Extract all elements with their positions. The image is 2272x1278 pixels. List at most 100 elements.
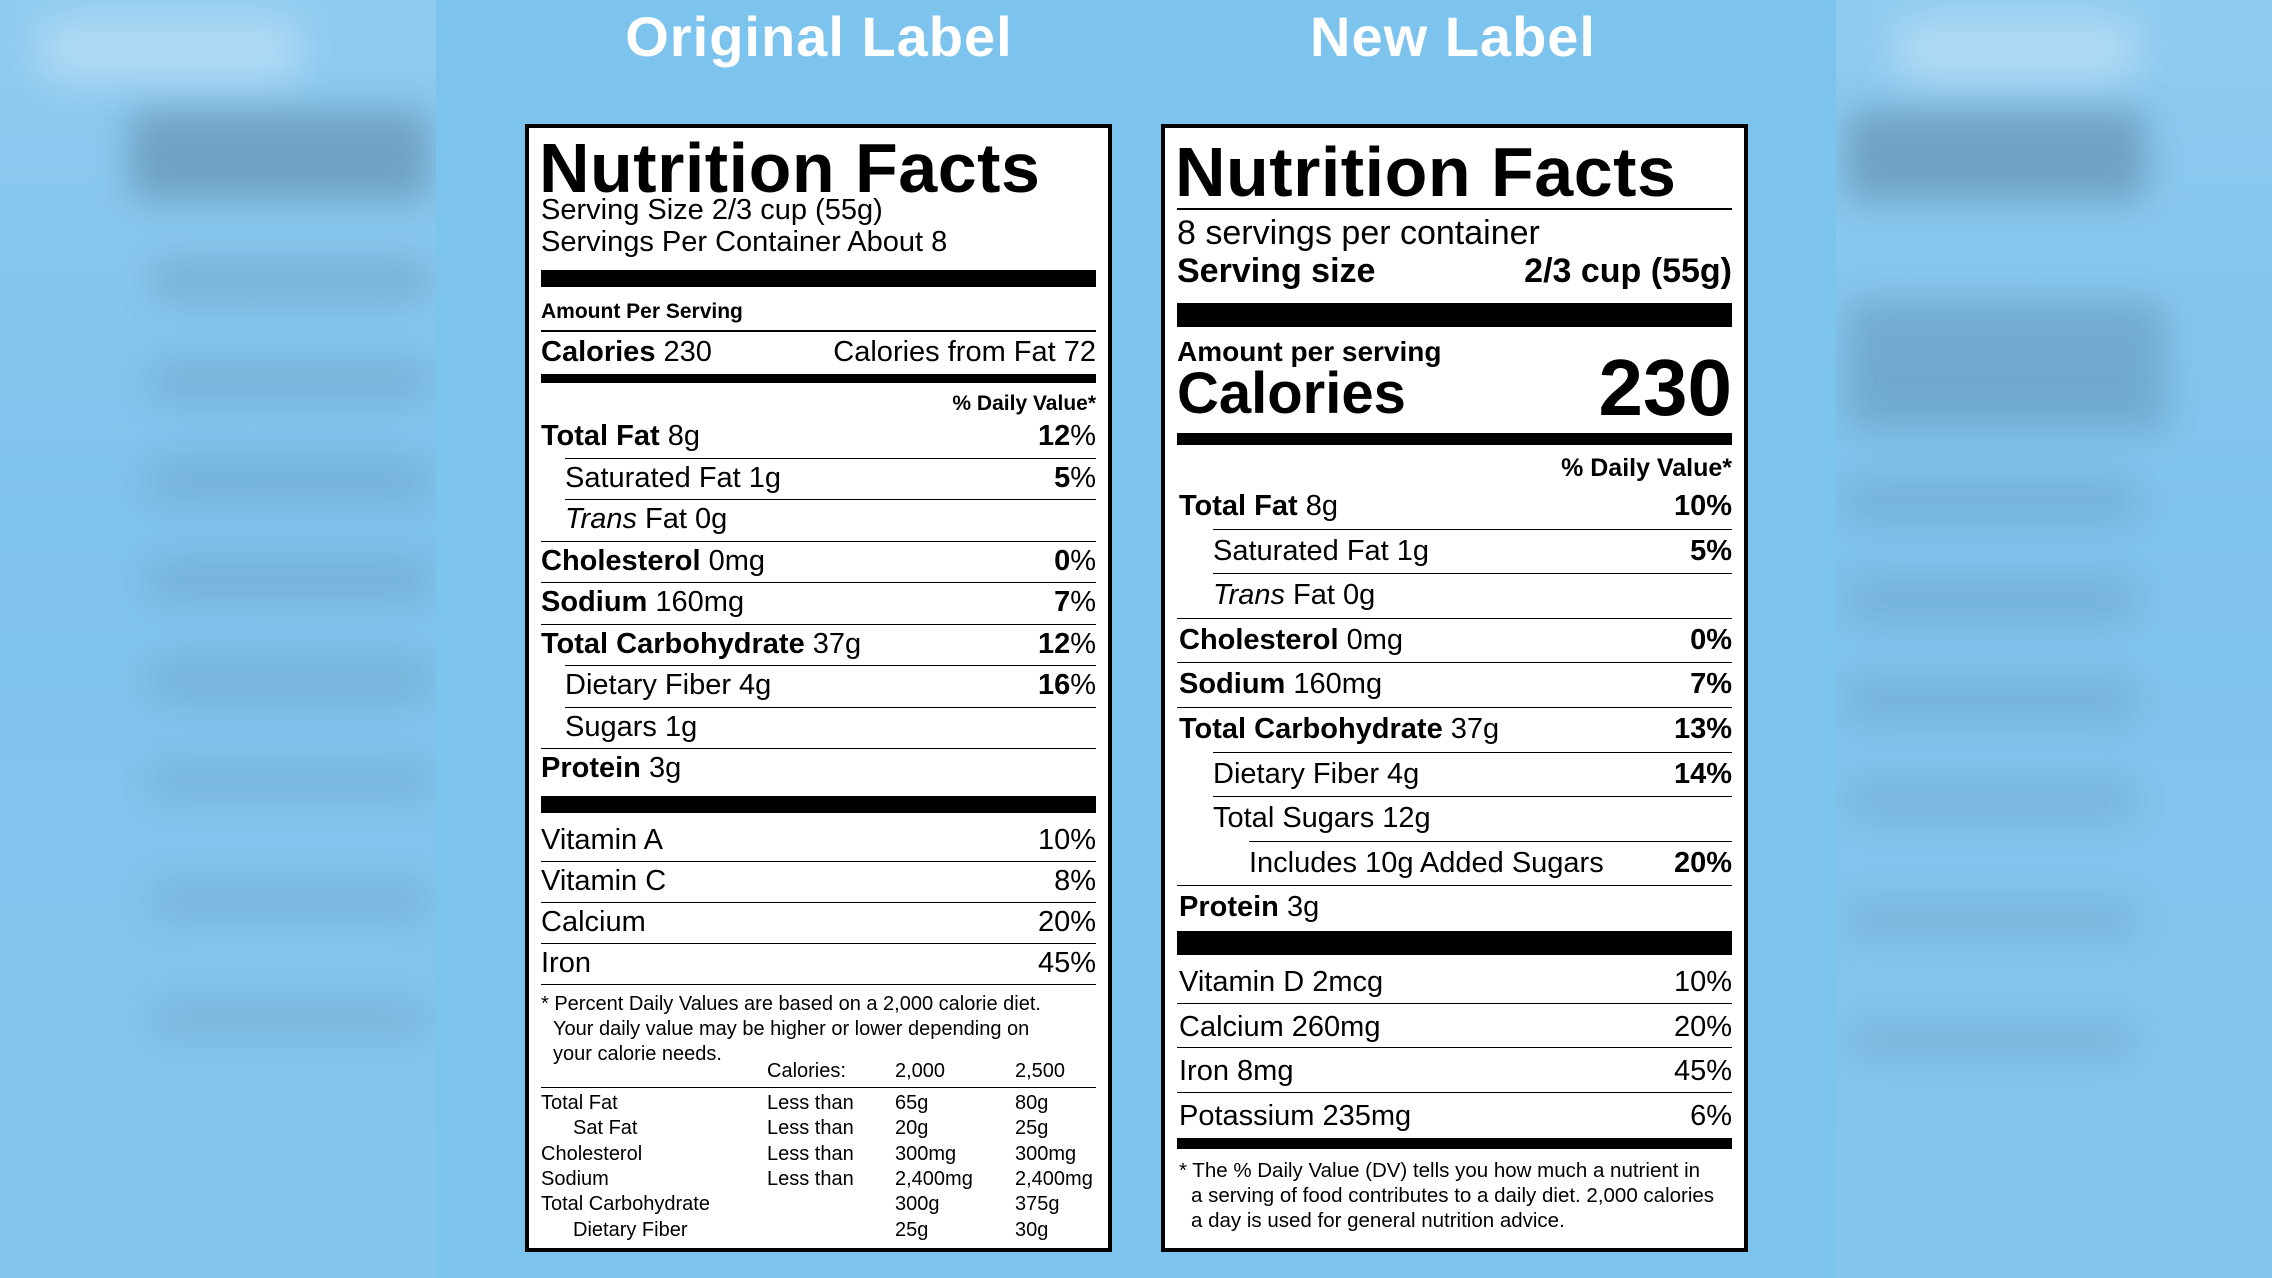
original-calories-from-fat: Calories from Fat 72 [833, 336, 1096, 368]
new-row-rule [1213, 573, 1732, 575]
new-nutrient-amount: 8g [1305, 490, 1339, 522]
original-row-rule [541, 623, 1096, 625]
new-nutrient-name: Cholesterol 0mg [1179, 624, 1403, 657]
new-calories-label: Calories [1177, 361, 1406, 426]
new-vitamin-name: Calcium 260mg [1179, 1010, 1381, 1043]
new-nutrient-label: Trans [1213, 579, 1285, 612]
original-nutrient-row: Sodium 160mg 7% [541, 584, 1096, 626]
new-nutrient-label: Total Sugars 12g [1213, 802, 1431, 835]
original-nutrient-row: Total Fat 8g 12% [541, 418, 1096, 460]
original-nutrient-row: Trans Fat 0g [541, 501, 1096, 543]
original-row-rule [565, 457, 1096, 459]
original-daily-values-table: Calories: 2,000 2,500 Total Fat Less than 65g… [541, 1060, 1104, 1250]
new-nutrient-dv: 14% [1673, 757, 1732, 790]
original-nutrient-row: Protein 3g [541, 750, 1096, 792]
original-nutrient-dv: 12% [1038, 420, 1096, 453]
original-vitamin-name: Vitamin A [541, 824, 663, 856]
original-table-cell: Sodium [541, 1167, 609, 1190]
new-nutrient-amount: 0mg [1346, 623, 1404, 656]
original-nutrient-label: Dietary Fiber 4g [565, 669, 772, 701]
new-nutrient-label: Cholesterol [1179, 623, 1339, 656]
original-vitamin-dv: 20% [1037, 906, 1096, 938]
original-table-cell: 2,400mg [895, 1167, 973, 1190]
new-vitamin-name: Iron 8mg [1179, 1055, 1294, 1087]
new-vitamin-dv: 6% [1690, 1099, 1732, 1132]
original-nutrient-label: Total Carbohydrate [541, 627, 805, 660]
new-nutrient-name: Protein 3g [1179, 891, 1319, 924]
original-nutrient-name: Total Carbohydrate 37g [541, 628, 861, 661]
new-vitamin-dv: 10% [1673, 966, 1732, 998]
original-nutrient-label: Cholesterol [541, 544, 701, 577]
original-nutrient-name: Total Fat 8g [541, 420, 700, 453]
original-nutrient-label: Sodium [541, 586, 648, 618]
original-vitamin-list: Vitamin A 10% Vitamin C 8% Calcium 20% Iron 45% [541, 818, 1096, 985]
new-nutrient-amount: 160mg [1293, 668, 1383, 701]
new-nutrient-row: Saturated Fat 1g 5% [1177, 531, 1732, 576]
new-nutrient-name: Sodium 160mg [1179, 668, 1382, 701]
original-vitamin-dv: 10% [1037, 824, 1096, 856]
original-nutrient-dv-sign: % [1070, 586, 1096, 618]
original-nutrient-row: Saturated Fat 1g 5% [541, 460, 1096, 502]
original-calories-row: Calories 230 [541, 336, 712, 369]
original-table-cell: Total Carbohydrate [541, 1193, 710, 1216]
original-nutrient-dv: 5% [1054, 462, 1096, 495]
new-nutrient-amount: 37g [1450, 713, 1500, 745]
original-nutrient-dv-number: 5 [1054, 461, 1071, 494]
new-row-rule [1213, 751, 1732, 753]
original-nutrient-dv-number: 12 [1037, 420, 1071, 452]
original-vitamin-row: Vitamin C 8% [541, 863, 1096, 904]
new-nutrient-label: Includes 10g Added Sugars [1249, 846, 1604, 879]
original-vitamin-rule [541, 902, 1096, 903]
new-row-rule [1213, 528, 1732, 530]
new-nutrient-row: Total Sugars 12g [1177, 798, 1732, 843]
new-nutrition-label: Nutrition Facts 8 servings per container… [1161, 124, 1748, 1252]
original-nutrient-dv-sign: % [1070, 544, 1096, 577]
original-nutrient-row: Total Carbohydrate 37g 12% [541, 626, 1096, 668]
new-row-rule [1249, 840, 1732, 842]
original-footnote-line: your calorie needs. [553, 1043, 722, 1065]
new-nutrient-label: Total Carbohydrate [1179, 713, 1443, 745]
original-nutrient-label: Sugars 1g [565, 710, 698, 743]
original-nutrient-name: Dietary Fiber 4g [565, 669, 771, 702]
new-vitamin-rule [1177, 1091, 1732, 1093]
original-label-heading: Original Label [625, 5, 1013, 68]
original-table-cell: Cholesterol [541, 1142, 643, 1165]
original-vitamin-name: Iron [541, 947, 591, 979]
new-rule [1177, 208, 1732, 210]
new-footnote-line: a serving of food contributes to a daily… [1191, 1184, 1715, 1207]
new-vitamin-rule [1177, 1047, 1732, 1048]
new-thick-rule-2 [1177, 931, 1732, 955]
new-nutrient-name: Total Fat 8g [1179, 490, 1338, 523]
new-nutrient-label: Protein [1179, 891, 1279, 924]
new-row-rule [1177, 617, 1732, 619]
original-dv-header: % Daily Value* [952, 392, 1096, 415]
original-row-rule [565, 706, 1096, 708]
new-nutrient-label: Total Fat [1179, 490, 1298, 522]
new-nutrient-dv: 13% [1673, 713, 1732, 745]
original-nutrient-row: Sugars 1g [541, 709, 1096, 751]
new-vitamin-row: Calcium 260mg 20% [1177, 1005, 1732, 1050]
original-nutrient-dv-sign: % [1070, 669, 1096, 701]
new-serving-size-label: Serving size [1177, 252, 1376, 290]
original-nutrient-amount: 37g [812, 627, 862, 660]
original-nutrient-name: Sugars 1g [565, 711, 697, 744]
original-title: Nutrition Facts [539, 129, 1041, 207]
new-row-rule [1177, 707, 1732, 708]
original-vitamin-name: Vitamin C [541, 865, 667, 897]
original-row-rule [541, 582, 1096, 583]
original-nutrient-label: Trans [565, 503, 637, 535]
new-title: Nutrition Facts [1175, 133, 1677, 211]
original-nutrient-amount: 0mg [708, 544, 766, 577]
original-nutrient-dv-sign: % [1070, 420, 1096, 452]
original-table-header-cell: 2,000 [895, 1060, 946, 1082]
new-label-heading: New Label [1310, 5, 1596, 68]
original-nutrient-amount: 3g [648, 752, 682, 784]
original-table-cell: 300mg [895, 1142, 957, 1165]
new-amount-per-serving: Amount per serving [1177, 336, 1442, 367]
original-table-cell: 300mg [1015, 1142, 1077, 1165]
new-vitamin-name: Potassium 235mg [1179, 1099, 1412, 1132]
new-bottom-rule [1177, 1138, 1732, 1149]
original-nutrient-dv-number: 16 [1037, 669, 1071, 701]
new-nutrient-name: Total Sugars 12g [1213, 802, 1431, 835]
original-nutrient-row: Dietary Fiber 4g 16% [541, 667, 1096, 709]
